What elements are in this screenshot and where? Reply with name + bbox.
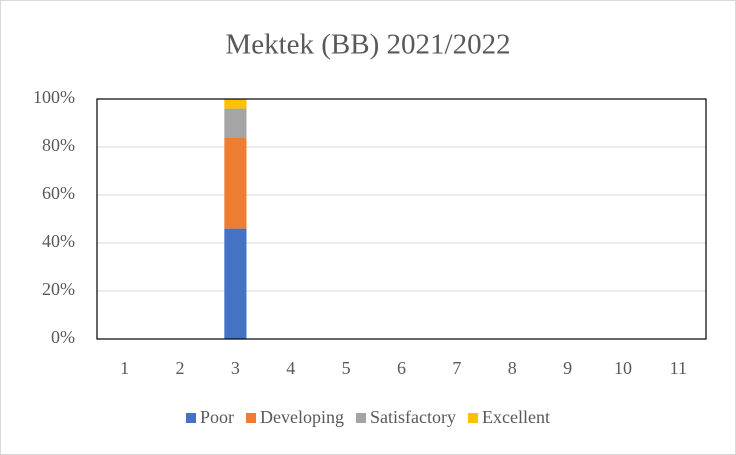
y-tick-label: 100% [33, 87, 75, 107]
bar-segment [224, 228, 247, 339]
x-tick-label: 9 [563, 358, 572, 378]
bar-segment [224, 99, 247, 109]
y-tick-label: 80% [42, 135, 75, 155]
x-tick-label: 1 [120, 358, 129, 378]
y-tick-label: 0% [51, 327, 75, 347]
plot-border [96, 98, 707, 340]
bar-segment [224, 137, 247, 229]
x-tick-label: 10 [614, 358, 632, 378]
x-tick-label: 4 [286, 358, 295, 378]
y-tick-label: 60% [42, 183, 75, 203]
y-tick-label: 20% [42, 279, 75, 299]
x-tick-label: 6 [397, 358, 406, 378]
x-tick-label: 7 [452, 358, 461, 378]
legend-label: Excellent [482, 407, 550, 427]
legend-swatch [356, 413, 367, 423]
legend-label: Satisfactory [370, 407, 456, 427]
x-tick-label: 3 [231, 358, 240, 378]
bar-segment [224, 108, 247, 138]
chart-title: Mektek (BB) 2021/2022 [225, 29, 510, 61]
x-tick-label: 5 [342, 358, 351, 378]
legend-swatch [468, 413, 479, 423]
legend-label: Poor [200, 407, 234, 427]
x-tick-label: 11 [670, 358, 687, 378]
legend-label: Developing [260, 407, 344, 427]
y-tick-label: 40% [42, 231, 75, 251]
x-tick-label: 2 [176, 358, 185, 378]
legend-swatch [246, 413, 257, 423]
legend-swatch [186, 413, 197, 423]
x-tick-label: 8 [508, 358, 517, 378]
